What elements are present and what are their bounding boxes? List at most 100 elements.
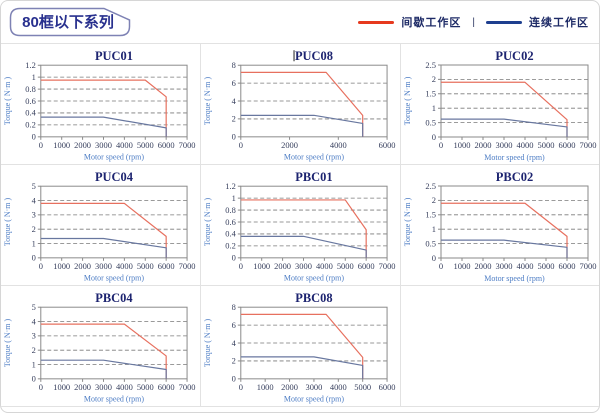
x-tick-label: 6000	[158, 140, 175, 150]
y-tick-label: 0.4	[225, 229, 236, 239]
x-tick-label: 0	[439, 140, 443, 150]
series-line-continuous	[441, 118, 568, 137]
empty-cell	[401, 286, 599, 407]
chart-canvas: 0 1000 2000 3000 4000 5000 6000 700000.20.40.60…	[203, 170, 396, 283]
y-tick-label: 2	[32, 345, 36, 355]
chart-cell: 0 1000 2000 3000 4000 5000 6000 7000 0 1 2 3 4 5 Motor…	[1, 286, 201, 407]
chart-grid: 0 1000 2000 3000 4000 5000 6000 7000 0 0.2 0.4 0.6 0…	[1, 43, 599, 407]
x-tick-label: 5000	[337, 261, 354, 271]
plot-frame	[240, 64, 388, 138]
x-tick-label: 0	[39, 382, 43, 392]
x-tick-label: 6000	[559, 261, 576, 271]
y-axis-label: Torque ( N·m )	[403, 76, 412, 125]
chart-title: PBC08	[295, 291, 332, 305]
y-tick-label: 0.4	[25, 108, 36, 118]
y-tick-label: 2	[232, 356, 236, 366]
y-tick-label: 1	[32, 72, 36, 82]
x-tick-label: 2000	[74, 261, 91, 271]
x-tick-label: 4000	[330, 382, 347, 392]
legend-label-continuous: 连续工作区	[529, 17, 589, 29]
chart-title: PUC02	[495, 49, 533, 63]
y-axis-label: Torque ( N·m )	[203, 77, 212, 126]
x-tick-label: 3000	[305, 382, 322, 392]
series-line-continuous	[240, 114, 364, 137]
header: 80框以下系列 间歇工作区 | 连续工作区	[1, 1, 599, 43]
x-tick-label: 6000	[158, 382, 175, 392]
x-tick-label: 1000	[53, 261, 70, 271]
series-line-continuous	[40, 359, 167, 379]
x-tick-label: 6000	[379, 382, 396, 392]
x-tick-label: 3000	[295, 261, 312, 271]
y-tick-label: 3	[32, 331, 36, 341]
y-tick-label: 5	[32, 302, 36, 312]
y-tick-label: 0	[32, 253, 36, 263]
x-tick-label: 7000	[179, 261, 196, 271]
y-tick-label: 4	[232, 338, 237, 348]
x-tick-label: 1000	[53, 382, 70, 392]
x-tick-label: 0	[239, 140, 243, 150]
legend-swatch-intermittent	[358, 20, 395, 24]
series-line-continuous	[240, 235, 367, 258]
y-tick-label: 0	[32, 374, 36, 384]
x-tick-label: 2000	[281, 140, 298, 150]
chart-title: PBC04	[95, 291, 132, 305]
y-tick-label: 1.2	[225, 181, 236, 191]
y-axis-label: Torque ( N·m )	[3, 77, 12, 126]
chart-cell: 0 1000 2000 3000 4000 5000 6000 7000 0 0.5 1 1.5 2 2.…	[401, 44, 599, 165]
chart-title: PUC01	[95, 49, 133, 63]
y-tick-label: 0.2	[25, 120, 36, 130]
legend: 间歇工作区 | 连续工作区	[358, 14, 589, 30]
y-tick-label: 0	[32, 132, 36, 142]
y-tick-label: 0.5	[425, 117, 436, 127]
x-tick-label: 3000	[95, 140, 112, 150]
y-tick-label: 8	[232, 60, 236, 70]
y-tick-label: 5	[32, 181, 36, 191]
x-tick-label: 1000	[253, 261, 270, 271]
series-line-intermittent	[240, 199, 367, 258]
y-tick-label: 0.5	[425, 238, 436, 248]
x-tick-label: 5000	[538, 261, 555, 271]
x-tick-label: 2000	[281, 382, 298, 392]
chart-canvas: 0 1000 2000 3000 4000 5000 6000 0 2 4 6 8 Motor spee…	[203, 291, 396, 404]
x-tick-label: 0	[239, 382, 243, 392]
y-axis-label: Torque ( N·m )	[403, 197, 412, 246]
x-tick-label: 4000	[330, 140, 347, 150]
x-tick-label: 2000	[475, 140, 492, 150]
plot-frame	[240, 185, 388, 259]
y-axis-label: Torque ( N·m )	[203, 198, 212, 247]
chart-title: PUC08	[295, 49, 333, 63]
y-tick-label: 4	[232, 96, 237, 106]
x-tick-label: 1000	[454, 140, 471, 150]
series-line-intermittent	[441, 81, 568, 137]
x-tick-label: 0	[39, 140, 43, 150]
plot-frame	[440, 185, 589, 259]
y-tick-label: 0	[232, 374, 236, 384]
x-tick-label: 5000	[354, 382, 371, 392]
y-tick-label: 0	[432, 132, 436, 142]
chart-title: PUC04	[95, 170, 133, 184]
chart-cell: 0 1000 2000 3000 4000 5000 6000 7000 0 0.2 0.4 0.6 0…	[201, 165, 401, 286]
x-tick-label: 3000	[496, 261, 513, 271]
series-line-intermittent	[240, 71, 364, 137]
series-line-intermittent	[40, 202, 167, 258]
x-tick-label: 5000	[538, 140, 555, 150]
y-tick-label: 0.6	[25, 96, 36, 106]
y-tick-label: 1	[232, 193, 236, 203]
y-tick-label: 1	[432, 103, 436, 113]
chart-canvas: 0 1000 2000 3000 4000 5000 6000 7000 0 1 2 3 4 5 Motor…	[3, 170, 196, 283]
plot-frame	[40, 306, 188, 380]
y-tick-label: 4	[32, 316, 37, 326]
plot-frame	[440, 64, 589, 138]
chart-cell: 0 1000 2000 3000 4000 5000 6000 7000 0 1 2 3 4 5 Motor…	[1, 165, 201, 286]
x-tick-label: 7000	[580, 140, 597, 150]
y-tick-label: 0.8	[225, 205, 236, 215]
tag-shape: 80框以下系列	[9, 7, 131, 37]
x-axis-label: Motor speed (rpm)	[284, 153, 344, 162]
series-line-continuous	[441, 239, 568, 258]
y-tick-label: 2	[432, 74, 436, 84]
x-tick-label: 7000	[179, 140, 196, 150]
x-tick-label: 4000	[517, 261, 534, 271]
y-axis-label: Torque ( N·m )	[3, 198, 12, 247]
x-tick-label: 4000	[116, 261, 133, 271]
y-tick-label: 1.5	[425, 210, 436, 220]
